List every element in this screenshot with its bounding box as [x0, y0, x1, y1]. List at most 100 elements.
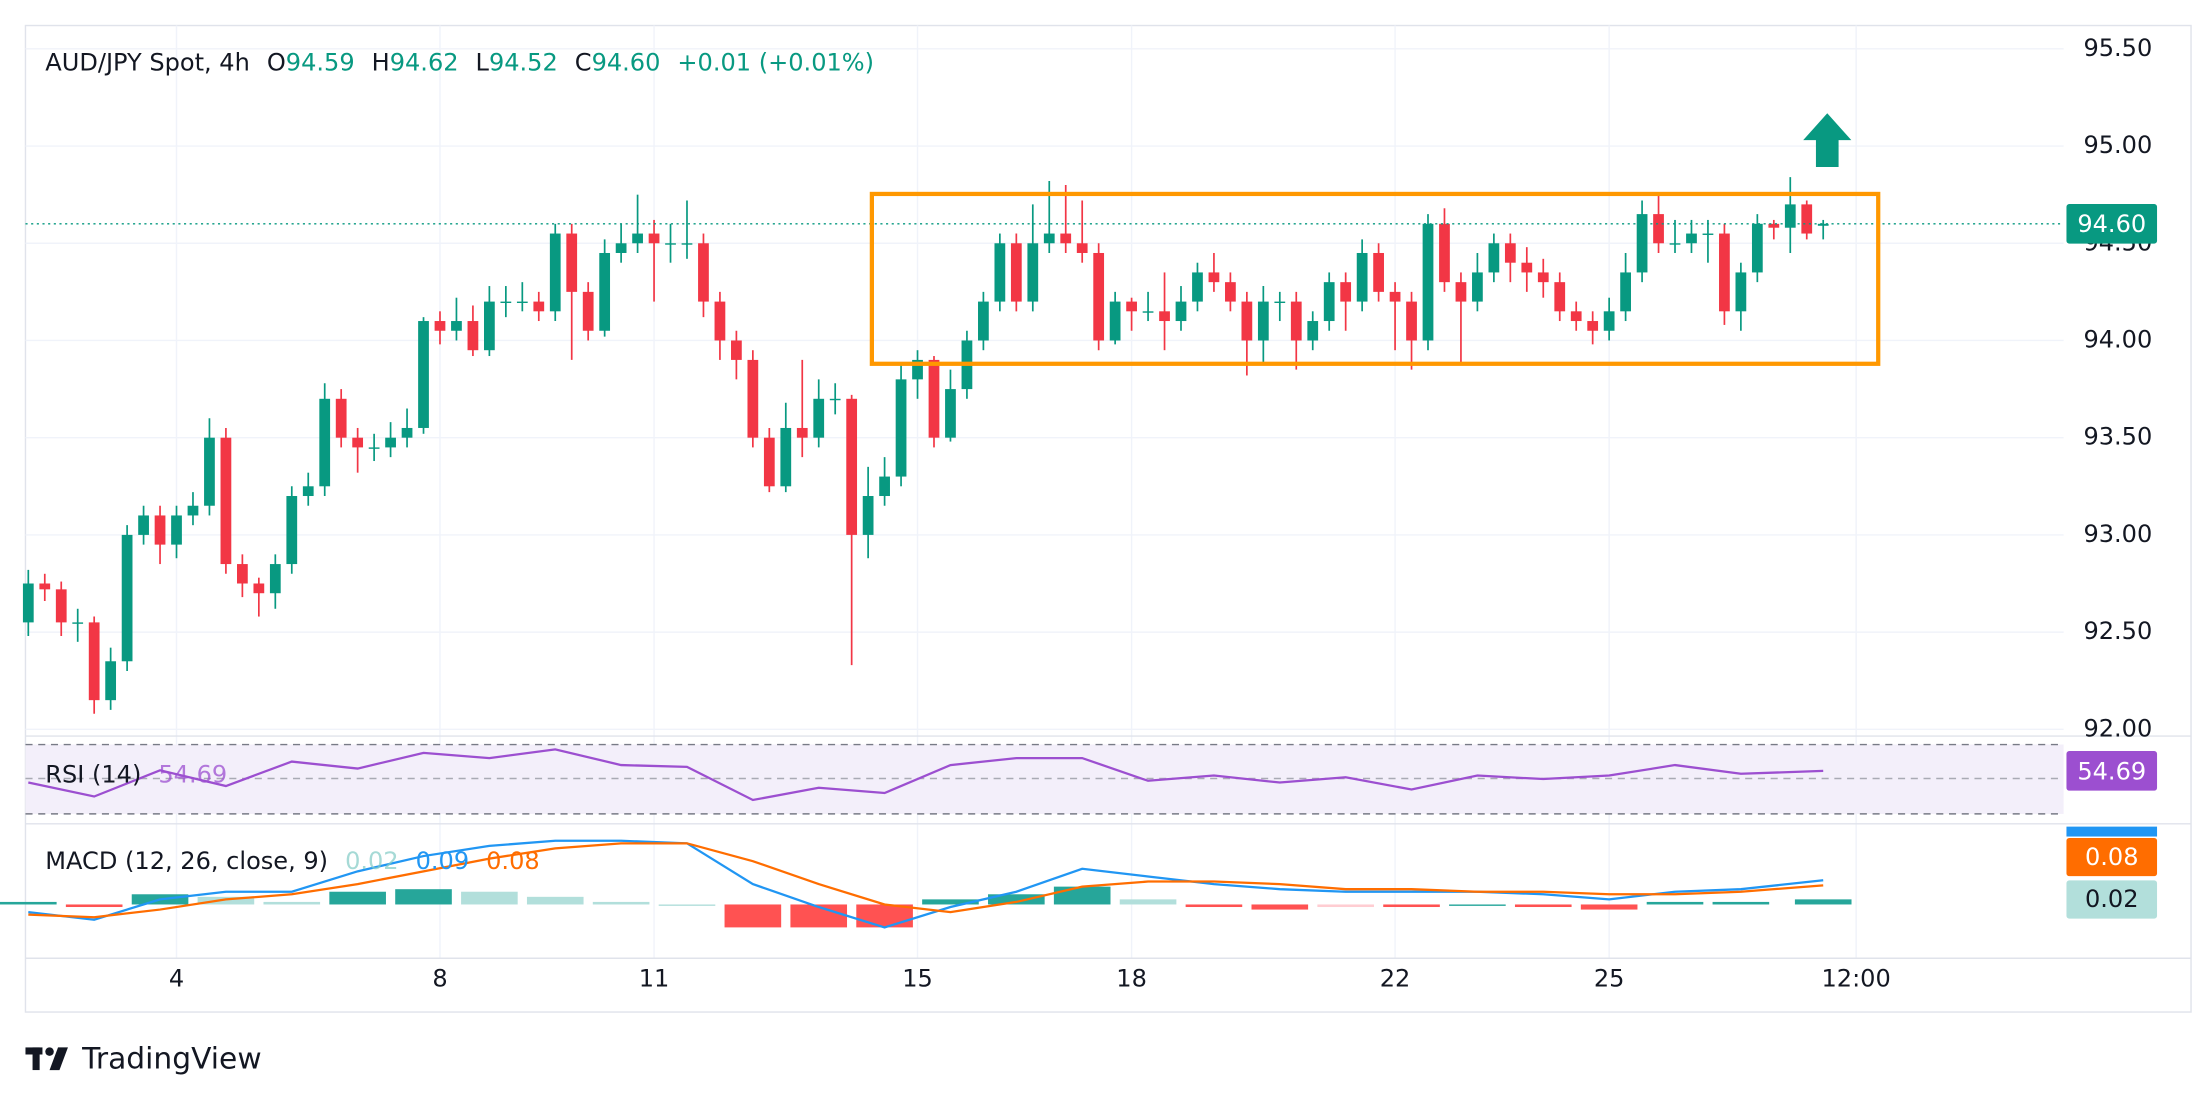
candle-body: [1422, 223, 1434, 341]
histogram-bar: [1185, 904, 1243, 908]
candle-body: [1488, 243, 1500, 273]
x-tick-label: 4: [169, 964, 184, 992]
x-tick-label: 25: [1594, 964, 1625, 992]
histogram-bar: [1514, 904, 1572, 908]
rsi-value-box: [2066, 751, 2158, 791]
histogram-bar: [658, 904, 716, 906]
up-arrow: [1803, 113, 1852, 168]
candle-body: [698, 243, 709, 302]
candle-body: [1076, 243, 1088, 253]
candle-body: [1323, 282, 1335, 322]
rsi-line: [28, 748, 1824, 802]
candle-body: [1356, 252, 1368, 302]
candle-body: [582, 291, 594, 331]
macd-value-box: [2066, 826, 2158, 837]
candle-body: [335, 398, 347, 438]
y-tick-label: 95.50: [2083, 34, 2152, 62]
histogram-bar: [1449, 904, 1506, 906]
candle-body: [632, 233, 643, 244]
candle-body: [862, 496, 874, 535]
candle-body: [1274, 301, 1286, 304]
candle-body: [1093, 252, 1105, 341]
candle-body: [1537, 272, 1549, 283]
candle-body: [1719, 233, 1730, 312]
histogram-bar: [395, 889, 452, 905]
candle-body: [615, 243, 627, 253]
candle-body: [1472, 272, 1483, 302]
histogram-bar: [790, 904, 848, 928]
candle-body: [1290, 301, 1302, 341]
candle-body: [1159, 311, 1170, 322]
candle-body: [105, 661, 117, 701]
macd-legend: MACD (12, 26, close, 9) 0.02 0.09 0.08: [45, 847, 539, 875]
candle-body: [780, 427, 792, 487]
candle-body: [1751, 223, 1763, 273]
candle-body: [1373, 252, 1384, 292]
y-tick-label: 92.00: [2083, 714, 2152, 742]
histogram-bar: [1119, 899, 1177, 905]
ohlc-value: 94.52: [489, 49, 558, 77]
histogram-bar: [0, 901, 57, 905]
candle-body: [467, 321, 479, 351]
candle-body: [681, 243, 693, 245]
candle-body: [39, 583, 51, 590]
candle-body: [286, 496, 298, 565]
candle-body: [352, 437, 364, 448]
candle-body: [665, 243, 676, 245]
candle-body: [796, 427, 808, 438]
x-tick-label: 11: [639, 964, 670, 992]
candle-body: [484, 301, 495, 351]
candle-body: [451, 321, 462, 331]
candle-body: [829, 398, 841, 401]
candle-body: [302, 486, 314, 497]
rsi-value-label: 54.69: [2077, 757, 2146, 785]
candle-body: [1521, 262, 1533, 273]
labels: 4 8 11 15 18 22 25 12:00 92.00 92.50 93.00 93.50 94.…: [169, 34, 2158, 992]
histogram-bar: [592, 901, 650, 905]
histogram-bar: [1383, 904, 1440, 908]
histogram-bar: [856, 904, 913, 928]
ohlc-value: 94.59: [286, 49, 355, 77]
candle-body: [253, 583, 265, 594]
candle-body: [220, 437, 232, 565]
candle-body: [237, 564, 248, 584]
macd-line: [28, 839, 1824, 929]
candle-body: [1686, 233, 1697, 244]
candle-body: [121, 534, 133, 662]
candle-body: [171, 515, 182, 545]
candle-body: [1027, 243, 1039, 302]
last-price-box: [2066, 204, 2158, 244]
candle-body: [1570, 311, 1582, 322]
y-tick-label: 94.00: [2083, 325, 2152, 353]
candle-body: [154, 515, 166, 545]
candle-body: [1010, 243, 1022, 302]
candle-body: [1620, 272, 1631, 312]
candle-body: [204, 437, 215, 506]
candle-body: [1587, 321, 1599, 331]
candle-body: [1817, 223, 1829, 226]
candle-body: [648, 233, 660, 244]
candle-body: [269, 564, 281, 594]
candle-body: [1208, 272, 1220, 283]
candle-body: [1636, 214, 1648, 273]
symbol: AUD/JPY Spot, 4h: [45, 49, 250, 77]
candle-body: [599, 252, 611, 331]
histogram-value-label: 0.02: [2085, 885, 2139, 913]
candle-body: [1603, 311, 1615, 331]
candle-body: [22, 583, 34, 623]
plots: [0, 177, 2064, 929]
y-tick-label: 95.00: [2083, 131, 2152, 159]
candle-body: [566, 233, 578, 292]
candle-body: [1702, 233, 1714, 235]
last-price-label: 94.60: [2077, 210, 2146, 238]
candle-body: [1653, 214, 1664, 244]
candle-body: [879, 476, 890, 497]
candle-body: [1175, 301, 1187, 322]
histogram-bar: [1794, 899, 1852, 905]
x-tick-label: 18: [1116, 964, 1147, 992]
candle-body: [368, 447, 380, 449]
signal-value-label: 0.08: [2085, 843, 2139, 871]
candle-body: [731, 340, 742, 360]
macd-value: 0.09: [416, 847, 470, 875]
candle-body: [1439, 223, 1450, 283]
